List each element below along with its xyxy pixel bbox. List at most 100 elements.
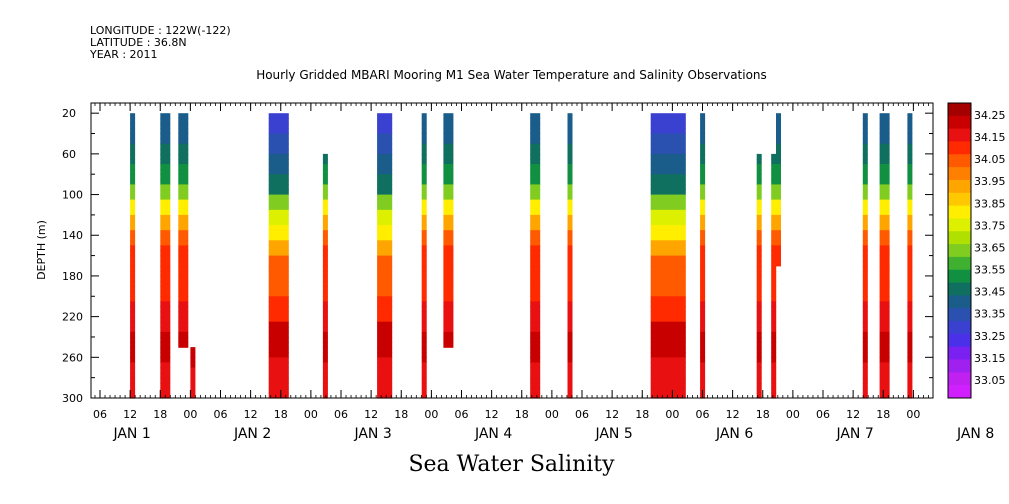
salinity-cell — [178, 270, 189, 277]
salinity-cell — [700, 240, 706, 246]
salinity-cell — [377, 392, 393, 399]
salinity-cell — [862, 240, 868, 246]
salinity-cell — [650, 326, 686, 333]
salinity-cell — [907, 143, 913, 150]
salinity-cell — [322, 184, 328, 191]
x-tick-label: 00 — [304, 408, 318, 421]
salinity-cell — [650, 387, 686, 394]
salinity-cell — [530, 377, 541, 384]
salinity-cell — [443, 184, 454, 191]
salinity-cell — [377, 123, 393, 129]
salinity-cell — [700, 382, 706, 389]
salinity-cell — [322, 372, 328, 379]
salinity-cell — [862, 199, 868, 206]
salinity-cell — [879, 321, 890, 328]
salinity-cell — [178, 296, 189, 302]
salinity-cell — [322, 367, 328, 374]
salinity-cell — [862, 321, 868, 328]
salinity-cell — [862, 143, 868, 150]
salinity-cell — [862, 118, 868, 124]
salinity-cell — [160, 342, 171, 348]
salinity-cell — [130, 347, 136, 353]
salinity-cell — [879, 123, 890, 129]
salinity-cell — [130, 306, 136, 313]
salinity-cell — [421, 184, 427, 191]
salinity-cell — [530, 164, 541, 170]
salinity-cell — [377, 321, 393, 328]
x-tick-label: 18 — [274, 408, 288, 421]
salinity-cell — [567, 118, 573, 124]
salinity-cell — [268, 179, 289, 185]
salinity-cell — [879, 296, 890, 302]
salinity-cell — [421, 260, 427, 267]
salinity-cell — [879, 382, 890, 389]
salinity-cell — [700, 306, 706, 313]
salinity-cell — [421, 194, 427, 201]
salinity-cell — [322, 347, 328, 353]
salinity-cell — [530, 133, 541, 140]
salinity-cell — [443, 199, 454, 206]
salinity-cell — [700, 275, 706, 282]
salinity-cell — [377, 387, 393, 394]
salinity-cell — [178, 265, 189, 272]
salinity-cell — [879, 367, 890, 374]
colorbar-label: 33.05 — [974, 374, 1006, 387]
salinity-cell — [190, 362, 196, 369]
salinity-cell — [322, 342, 328, 348]
salinity-cell — [268, 143, 289, 150]
salinity-cell — [862, 372, 868, 379]
salinity-cell — [178, 214, 189, 221]
salinity-cell — [879, 184, 890, 191]
salinity-cell — [178, 275, 189, 282]
x-tick-label: 12 — [605, 408, 619, 421]
x-tick-label: 06 — [93, 408, 107, 421]
salinity-cell — [178, 331, 189, 338]
salinity-cell — [443, 158, 454, 165]
salinity-cell — [700, 214, 706, 221]
salinity-cell — [530, 174, 541, 180]
salinity-cell — [178, 169, 189, 175]
salinity-cell — [160, 199, 171, 206]
salinity-cell — [268, 326, 289, 333]
salinity-cell — [862, 387, 868, 394]
salinity-cell — [700, 133, 706, 140]
salinity-cell — [443, 123, 454, 129]
salinity-cell — [178, 123, 189, 129]
salinity-cell — [443, 138, 454, 145]
x-day-label: JAN 8 — [956, 426, 994, 442]
salinity-cell — [130, 296, 136, 302]
salinity-cell — [907, 377, 913, 384]
salinity-cell — [190, 382, 196, 389]
salinity-cell — [650, 225, 686, 231]
salinity-cell — [421, 245, 427, 252]
salinity-cell — [130, 291, 136, 297]
salinity-cell — [907, 214, 913, 221]
salinity-cell — [907, 352, 913, 358]
salinity-cell — [530, 347, 541, 353]
salinity-cell — [268, 235, 289, 241]
salinity-cell — [650, 377, 686, 384]
salinity-cell — [377, 235, 393, 241]
salinity-cell — [700, 311, 706, 318]
salinity-cell — [530, 113, 541, 119]
salinity-cell — [567, 296, 573, 302]
salinity-cell — [862, 250, 868, 257]
salinity-cell — [421, 321, 427, 328]
salinity-cell — [879, 240, 890, 246]
salinity-cell — [700, 286, 706, 292]
salinity-cell — [421, 123, 427, 129]
salinity-cell — [907, 347, 913, 353]
salinity-cell — [771, 301, 777, 308]
salinity-cell — [776, 260, 781, 267]
salinity-cell — [879, 245, 890, 252]
latitude-label: LATITUDE : 36.8N — [90, 36, 187, 49]
salinity-cell — [567, 316, 573, 323]
salinity-cell — [756, 214, 762, 221]
salinity-cell — [567, 321, 573, 328]
salinity-cell — [862, 326, 868, 333]
salinity-cell — [160, 133, 171, 140]
salinity-cell — [322, 214, 328, 221]
salinity-cell — [700, 281, 706, 287]
colorbar-swatch — [948, 295, 971, 309]
salinity-cell — [130, 382, 136, 389]
